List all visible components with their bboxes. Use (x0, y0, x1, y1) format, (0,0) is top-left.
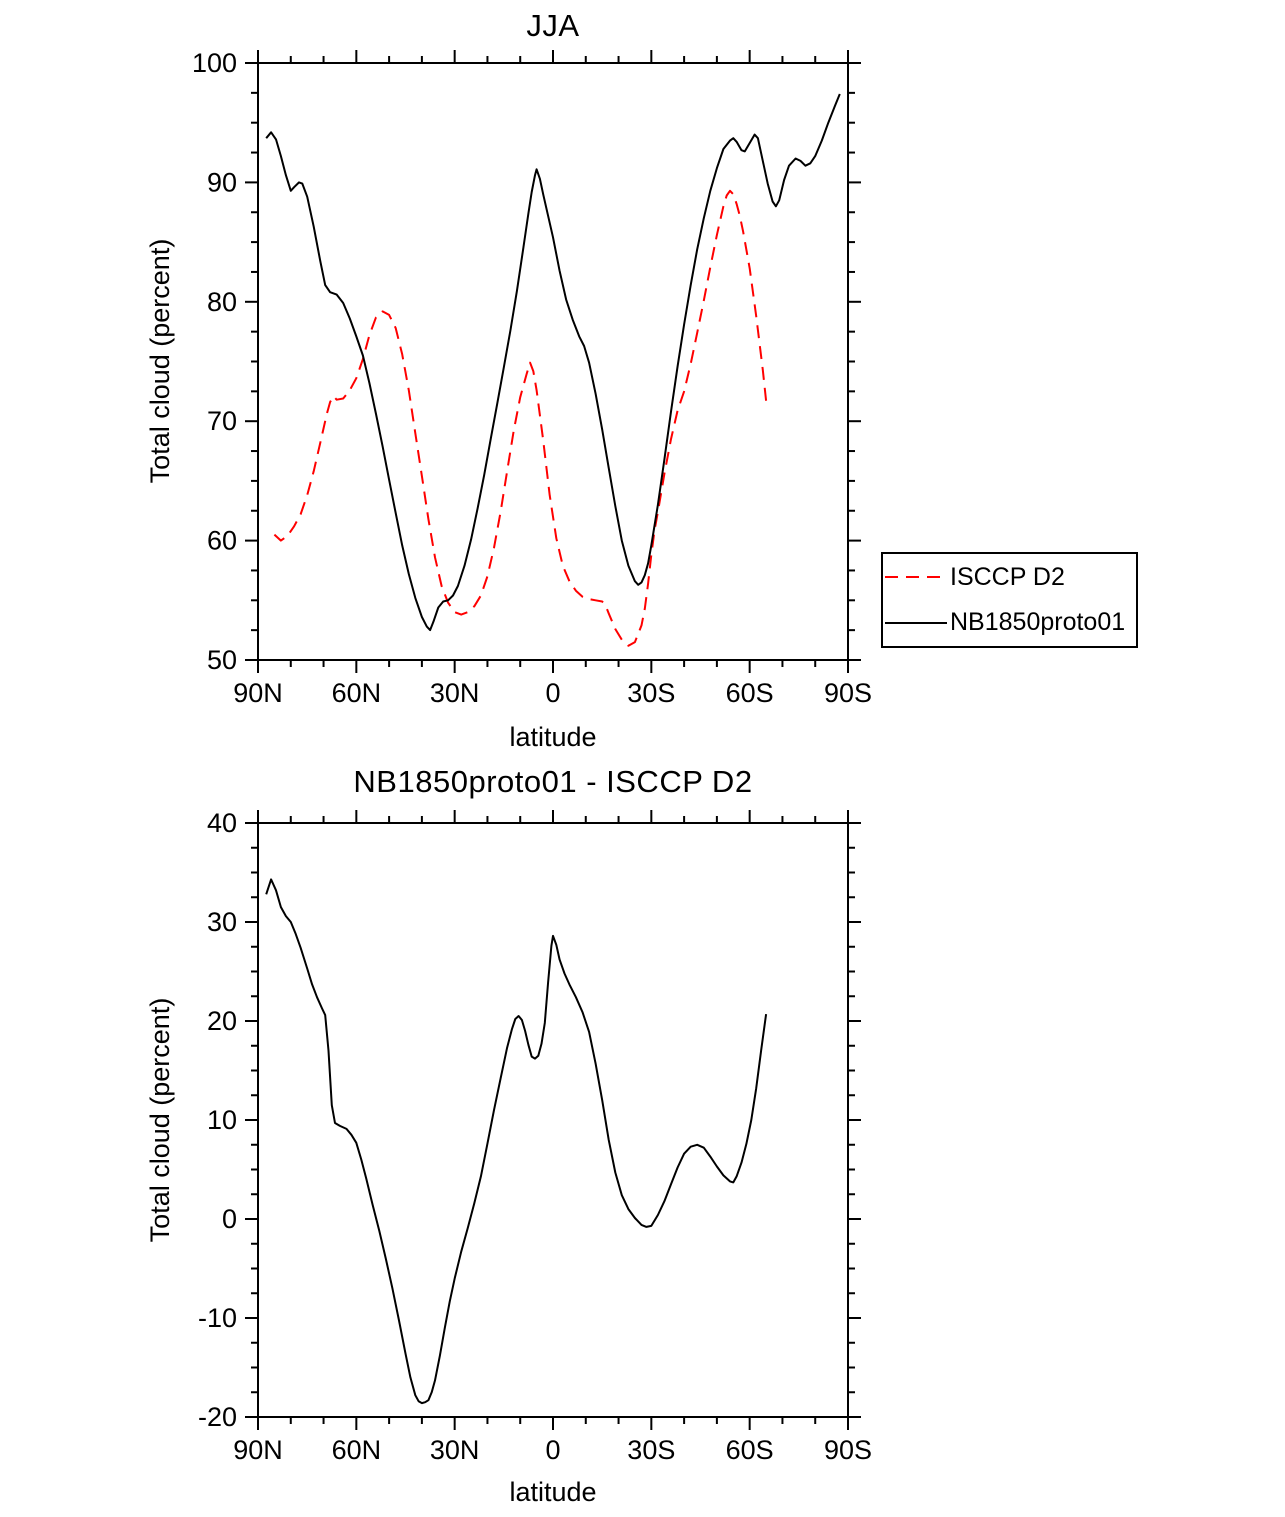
x-tick-label: 90N (233, 1435, 283, 1465)
jja-chart-title: JJA (526, 8, 580, 43)
y-tick-label: 60 (207, 526, 237, 556)
x-tick-label: 30S (627, 1435, 675, 1465)
legend-item-nb1850proto01: NB1850proto01 (883, 601, 1136, 645)
jja-x-axis-label: latitude (509, 722, 597, 752)
series-line-nb1850proto01 (265, 93, 841, 632)
plot-frame (257, 822, 849, 1418)
x-tick-label: 60S (726, 678, 774, 708)
y-tick-label: 0 (222, 1204, 237, 1234)
y-tick-label: 100 (192, 48, 237, 78)
y-tick-label: 20 (207, 1006, 237, 1036)
x-tick-label: 30N (430, 678, 480, 708)
y-tick-label: 90 (207, 167, 237, 197)
x-tick-label: 30S (627, 678, 675, 708)
x-tick-label: 60N (332, 1435, 382, 1465)
x-tick-label: 0 (545, 678, 560, 708)
legend: ISCCP D2 NB1850proto01 (881, 552, 1138, 648)
y-tick-label: 10 (207, 1105, 237, 1135)
legend-label-nb1850proto01: NB1850proto01 (950, 608, 1126, 637)
y-tick-label: -10 (198, 1303, 237, 1333)
legend-item-isccp-d2: ISCCP D2 (883, 555, 1136, 599)
difference-chart-title: NB1850proto01 - ISCCP D2 (353, 764, 753, 799)
x-tick-label: 0 (545, 1435, 560, 1465)
jja-y-axis-label: Total cloud (percent) (145, 238, 175, 484)
x-tick-label: 30N (430, 1435, 480, 1465)
y-tick-label: -20 (198, 1402, 237, 1432)
y-tick-label: 40 (207, 808, 237, 838)
series-line-nb1850proto01-isccp-d2 (265, 878, 768, 1405)
isccp-d2-dashed-line-sample (885, 576, 947, 579)
nb1850proto01-isccp-d2-plot: 90N 60N 30N 0 30S 60S 90S -20 -10 0 10 20 30 40 (198, 808, 872, 1465)
difference-y-axis-label: Total cloud (percent) (145, 997, 175, 1243)
x-tick-label: 90N (233, 678, 283, 708)
series-line-isccp-d2 (273, 189, 768, 647)
y-tick-label: 30 (207, 907, 237, 937)
y-tick-label: 80 (207, 287, 237, 317)
plot-frame (257, 62, 849, 661)
nb1850proto01-solid-line-sample (885, 621, 947, 624)
y-tick-label: 50 (207, 645, 237, 675)
x-tick-label: 60S (726, 1435, 774, 1465)
x-tick-label: 60N (332, 678, 382, 708)
y-tick-label: 70 (207, 406, 237, 436)
x-tick-label: 90S (824, 1435, 872, 1465)
difference-x-axis-label: latitude (509, 1477, 597, 1507)
legend-label-isccp-d2: ISCCP D2 (950, 562, 1065, 591)
jja-plot: 90N 60N 30N 0 30S 60S 90S 50 60 70 80 90 100 (192, 48, 872, 708)
x-tick-label: 90S (824, 678, 872, 708)
